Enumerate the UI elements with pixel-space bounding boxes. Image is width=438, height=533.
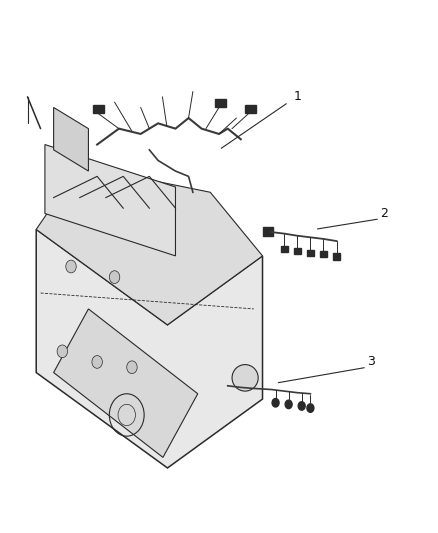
Bar xyxy=(215,100,226,108)
Bar xyxy=(93,105,104,113)
Circle shape xyxy=(110,271,120,284)
Text: 2: 2 xyxy=(381,207,389,220)
Polygon shape xyxy=(36,166,262,325)
Circle shape xyxy=(127,361,137,374)
Bar xyxy=(320,251,327,257)
Bar xyxy=(262,227,273,236)
Bar xyxy=(307,249,314,256)
Circle shape xyxy=(272,399,279,407)
Polygon shape xyxy=(45,144,176,256)
Circle shape xyxy=(66,260,76,273)
Bar xyxy=(333,253,340,260)
Circle shape xyxy=(92,356,102,368)
Bar xyxy=(281,246,288,252)
Bar xyxy=(294,248,301,254)
Text: 3: 3 xyxy=(367,356,375,368)
Text: 1: 1 xyxy=(293,90,301,103)
Polygon shape xyxy=(53,108,88,171)
Circle shape xyxy=(57,345,67,358)
Circle shape xyxy=(307,404,314,413)
Bar xyxy=(245,105,256,113)
Circle shape xyxy=(285,400,292,409)
Ellipse shape xyxy=(232,365,258,391)
Polygon shape xyxy=(53,309,198,457)
Polygon shape xyxy=(36,229,262,468)
Circle shape xyxy=(298,402,305,410)
